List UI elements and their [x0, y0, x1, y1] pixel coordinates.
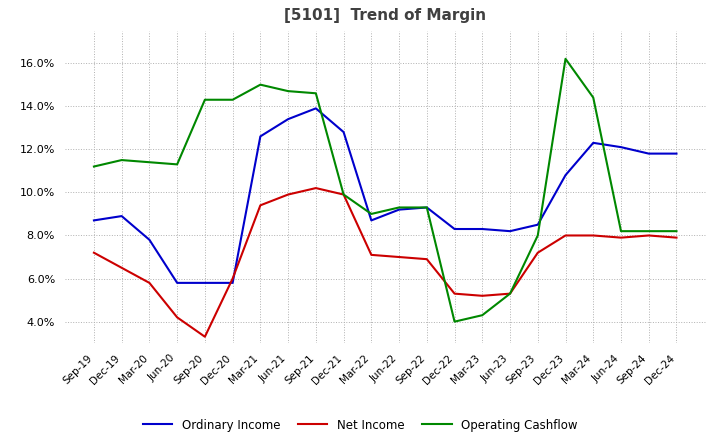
Ordinary Income: [256, 134, 265, 139]
Operating Cashflow: [201, 97, 210, 103]
Operating Cashflow: [256, 82, 265, 87]
Net Income: [395, 254, 403, 260]
Operating Cashflow: [228, 97, 237, 103]
Net Income: [284, 192, 292, 197]
Operating Cashflow: [89, 164, 98, 169]
Net Income: [534, 250, 542, 255]
Ordinary Income: [228, 280, 237, 286]
Ordinary Income: [339, 129, 348, 135]
Net Income: [117, 265, 126, 271]
Net Income: [478, 293, 487, 298]
Operating Cashflow: [367, 211, 376, 216]
Net Income: [89, 250, 98, 255]
Ordinary Income: [450, 226, 459, 231]
Net Income: [450, 291, 459, 296]
Net Income: [561, 233, 570, 238]
Ordinary Income: [423, 205, 431, 210]
Net Income: [423, 257, 431, 262]
Ordinary Income: [644, 151, 653, 156]
Operating Cashflow: [117, 158, 126, 163]
Ordinary Income: [284, 117, 292, 122]
Net Income: [672, 235, 681, 240]
Net Income: [339, 192, 348, 197]
Ordinary Income: [478, 226, 487, 231]
Line: Operating Cashflow: Operating Cashflow: [94, 59, 677, 322]
Net Income: [312, 185, 320, 191]
Ordinary Income: [534, 222, 542, 227]
Operating Cashflow: [589, 95, 598, 100]
Ordinary Income: [89, 218, 98, 223]
Ordinary Income: [312, 106, 320, 111]
Operating Cashflow: [478, 312, 487, 318]
Operating Cashflow: [145, 160, 154, 165]
Operating Cashflow: [534, 233, 542, 238]
Line: Net Income: Net Income: [94, 188, 677, 337]
Net Income: [616, 235, 625, 240]
Net Income: [201, 334, 210, 339]
Ordinary Income: [561, 172, 570, 178]
Ordinary Income: [395, 207, 403, 212]
Ordinary Income: [145, 237, 154, 242]
Operating Cashflow: [312, 91, 320, 96]
Operating Cashflow: [450, 319, 459, 324]
Net Income: [644, 233, 653, 238]
Operating Cashflow: [423, 205, 431, 210]
Net Income: [505, 291, 514, 296]
Operating Cashflow: [339, 192, 348, 197]
Operating Cashflow: [672, 228, 681, 234]
Net Income: [173, 315, 181, 320]
Net Income: [589, 233, 598, 238]
Ordinary Income: [201, 280, 210, 286]
Ordinary Income: [589, 140, 598, 146]
Operating Cashflow: [616, 228, 625, 234]
Legend: Ordinary Income, Net Income, Operating Cashflow: Ordinary Income, Net Income, Operating C…: [138, 414, 582, 436]
Ordinary Income: [117, 213, 126, 219]
Title: [5101]  Trend of Margin: [5101] Trend of Margin: [284, 7, 486, 23]
Operating Cashflow: [173, 162, 181, 167]
Line: Ordinary Income: Ordinary Income: [94, 108, 677, 283]
Operating Cashflow: [644, 228, 653, 234]
Ordinary Income: [367, 218, 376, 223]
Operating Cashflow: [561, 56, 570, 62]
Ordinary Income: [672, 151, 681, 156]
Operating Cashflow: [284, 88, 292, 94]
Ordinary Income: [505, 228, 514, 234]
Operating Cashflow: [395, 205, 403, 210]
Net Income: [367, 252, 376, 257]
Operating Cashflow: [505, 291, 514, 296]
Net Income: [256, 203, 265, 208]
Net Income: [145, 280, 154, 286]
Ordinary Income: [173, 280, 181, 286]
Ordinary Income: [616, 144, 625, 150]
Net Income: [228, 276, 237, 281]
